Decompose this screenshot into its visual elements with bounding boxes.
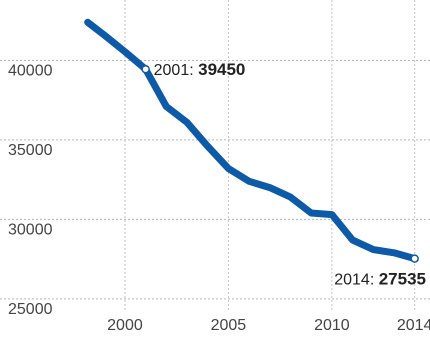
annotation-marker: [142, 66, 149, 73]
annotation-year: 2014:: [334, 272, 378, 289]
tick-labels: 25000 30000 35000 40000 2000 2005 2010 2014: [8, 62, 430, 334]
annotation-value: 27535: [379, 270, 426, 289]
series-layer: [88, 22, 415, 258]
y-tick-label: 35000: [8, 142, 53, 159]
y-tick-label: 30000: [8, 221, 53, 238]
y-tick-label: 40000: [8, 62, 53, 79]
y-tick-label: 25000: [8, 301, 53, 318]
series-line: [88, 22, 415, 258]
annotation-label: 2001: 39450: [154, 60, 246, 79]
annotation-marker: [411, 255, 418, 262]
x-tick-label: 2010: [314, 317, 350, 334]
x-tick-label: 2005: [211, 317, 247, 334]
annotation-label: 2014: 27535: [334, 270, 426, 289]
x-tick-label: 2000: [107, 317, 143, 334]
x-tick-label: 2014: [397, 317, 430, 334]
annotation-value: 39450: [198, 60, 245, 79]
annotation-year: 2001:: [154, 62, 198, 79]
